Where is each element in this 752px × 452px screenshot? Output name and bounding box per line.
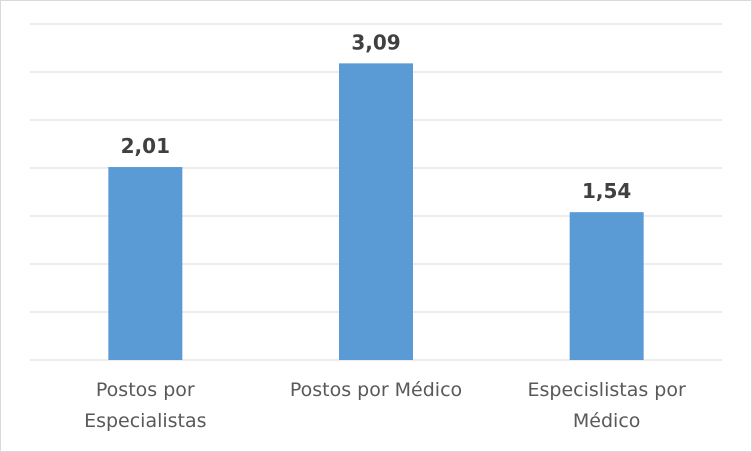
value-label: 2,01 <box>121 134 170 158</box>
x-tick-label: Especislistas por Médico <box>527 379 686 432</box>
value-label: 3,09 <box>351 30 400 54</box>
bar <box>569 212 644 360</box>
x-tick-label: Postos por Especialistas <box>84 379 207 432</box>
bar <box>108 167 183 360</box>
value-label: 1,54 <box>582 179 631 203</box>
x-tick-label: Postos por Médico <box>289 379 463 401</box>
bar <box>339 63 413 361</box>
